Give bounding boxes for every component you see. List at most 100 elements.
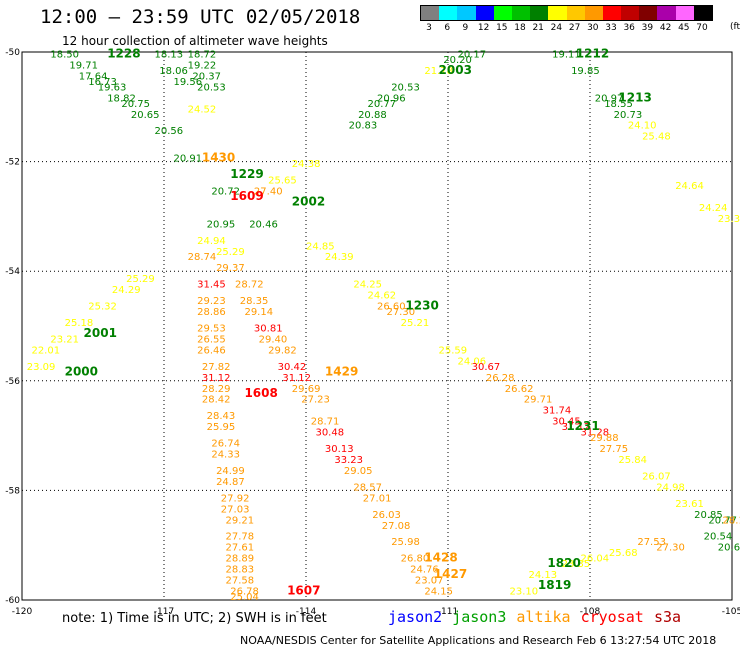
wave-height-reading: 25.29 bbox=[126, 274, 155, 285]
wave-height-reading: 20.65 bbox=[131, 110, 160, 121]
wave-height-reading: 24.06 bbox=[457, 356, 486, 367]
legend-value: 15 bbox=[496, 23, 508, 33]
wave-height-reading: 28.35 bbox=[240, 296, 269, 307]
legend-swatch bbox=[693, 6, 712, 20]
legend-swatch bbox=[566, 6, 585, 20]
wave-height-reading: 25.84 bbox=[618, 455, 647, 466]
wave-height-reading: 24.76 bbox=[410, 565, 439, 576]
legend-value: 30 bbox=[587, 23, 599, 33]
wave-height-reading: 18.50 bbox=[50, 49, 79, 60]
wave-height-reading: 27.61 bbox=[226, 543, 255, 554]
legend-swatch bbox=[584, 6, 603, 20]
wave-height-reading: 18.55 bbox=[604, 99, 633, 110]
wave-height-reading: 29.14 bbox=[244, 307, 273, 318]
wave-height-reading: 26.62 bbox=[505, 384, 534, 395]
wave-height-reading: 24.38 bbox=[292, 159, 321, 170]
legend-value: 24 bbox=[550, 23, 563, 33]
wave-height-reading: 18.82 bbox=[107, 93, 136, 104]
wave-height-reading: 25.98 bbox=[391, 537, 420, 548]
wave-height-reading: 26.46 bbox=[197, 345, 226, 356]
wave-height-reading: 20.73 bbox=[614, 110, 643, 121]
wave-height-reading: 26.60 bbox=[377, 302, 406, 313]
wave-height-reading: 20.46 bbox=[249, 219, 278, 230]
wave-height-reading: 29.53 bbox=[197, 323, 226, 334]
wave-height-reading: 23.09 bbox=[27, 362, 56, 373]
wave-height-reading: 26.55 bbox=[197, 334, 226, 345]
wave-height-reading: 25.68 bbox=[609, 548, 638, 559]
pass-time-label: 1228 bbox=[107, 46, 140, 60]
pass-time-label: 1820 bbox=[547, 556, 580, 570]
wave-height-reading: 20.53 bbox=[391, 82, 420, 93]
wave-height-reading: 27.75 bbox=[599, 444, 628, 455]
pass-time-label: 2001 bbox=[84, 326, 117, 340]
legend-swatch bbox=[457, 6, 476, 20]
wave-height-reading: 31.12 bbox=[282, 373, 311, 384]
footnote: note: 1) Time is in UTC; 2) SWH is in fe… bbox=[62, 611, 327, 626]
wave-height-reading: 23.07 bbox=[415, 576, 444, 587]
pass-time-label: 1213 bbox=[618, 90, 651, 104]
wave-height-reading: 31.45 bbox=[197, 280, 226, 291]
wave-height-reading: 24.25 bbox=[353, 280, 382, 291]
pass-time-label: 1229 bbox=[230, 167, 263, 181]
wave-height-reading: 16.73 bbox=[88, 77, 117, 88]
wave-height-reading: 25.18 bbox=[65, 318, 94, 329]
legend-swatch bbox=[493, 6, 512, 20]
satellite-name: jason3 bbox=[452, 608, 507, 626]
wave-height-reading: 20.77 bbox=[708, 515, 737, 526]
wave-height-reading: 30.81 bbox=[254, 323, 283, 334]
wave-height-reading: 24.98 bbox=[656, 482, 685, 493]
wave-height-reading: 25.04 bbox=[230, 592, 259, 603]
wave-height-reading: 18.72 bbox=[188, 49, 217, 60]
wave-height-reading: 27.82 bbox=[202, 362, 231, 373]
wave-height-reading: 30.42 bbox=[278, 362, 307, 373]
wave-height-reading: 24.87 bbox=[216, 477, 245, 488]
wave-height-reading: 28.57 bbox=[353, 482, 382, 493]
pass-time-label: 1607 bbox=[287, 584, 320, 598]
wave-height-reading: 20.20 bbox=[443, 55, 472, 66]
pass-time-label: 1231 bbox=[566, 419, 599, 433]
wave-height-reading: 23.31 bbox=[718, 214, 740, 225]
wave-height-reading: 22.01 bbox=[31, 345, 60, 356]
wave-height-reading: 24.62 bbox=[368, 291, 397, 302]
wave-height-reading: 20.88 bbox=[358, 110, 387, 121]
wave-height-reading: 28.89 bbox=[226, 554, 255, 565]
legend-swatch bbox=[475, 6, 494, 20]
wave-height-reading: 28.86 bbox=[197, 307, 226, 318]
wave-height-reading: 28.18 bbox=[723, 515, 740, 526]
latitude-tick-label: -50 bbox=[5, 48, 20, 58]
longitude-tick-label: -108 bbox=[580, 607, 601, 617]
wave-height-reading: 29.82 bbox=[268, 345, 297, 356]
wave-height-reading: 23.21 bbox=[50, 334, 79, 345]
wave-height-reading: 30.67 bbox=[472, 362, 501, 373]
wave-height-reading: 28.74 bbox=[188, 252, 217, 263]
latitude-tick-label: -58 bbox=[5, 486, 20, 496]
wave-height-reading: 20.77 bbox=[368, 99, 397, 110]
wave-height-reading: 27.53 bbox=[637, 537, 666, 548]
latitude-tick-label: -52 bbox=[5, 158, 20, 168]
wave-height-reading: 28.71 bbox=[311, 417, 340, 428]
wave-height-reading: 29.71 bbox=[524, 395, 553, 406]
wave-height-reading: 26.03 bbox=[372, 510, 401, 521]
wave-height-reading: 27.03 bbox=[221, 504, 250, 515]
pass-time-label: 1212 bbox=[576, 46, 609, 60]
longitude-tick-label: -105 bbox=[722, 607, 740, 617]
wave-height-reading: 27.23 bbox=[301, 395, 330, 406]
wave-height-reading: 20.54 bbox=[704, 532, 733, 543]
wave-height-reading: 20.37 bbox=[192, 71, 221, 82]
wave-height-reading: 18.13 bbox=[155, 49, 184, 60]
wave-height-reading: 25.29 bbox=[216, 247, 245, 258]
credit-line: NOAA/NESDIS Center for Satellite Applica… bbox=[240, 634, 717, 647]
page-subtitle: 12 hour collection of altimeter wave hei… bbox=[62, 34, 328, 48]
wave-height-reading: 29.23 bbox=[197, 296, 226, 307]
wave-height-reading: 31.12 bbox=[562, 422, 591, 433]
legend-value: 21 bbox=[532, 23, 544, 33]
wave-height-reading: 19.63 bbox=[98, 82, 127, 93]
wave-height-reading: 33.23 bbox=[334, 455, 363, 466]
legend-value: 42 bbox=[659, 23, 672, 33]
wave-height-reading: 20.75 bbox=[121, 99, 150, 110]
legend-swatch bbox=[548, 6, 567, 20]
page-title: 12:00 — 23:59 UTC 02/05/2018 bbox=[40, 6, 361, 28]
satellite-name: altika bbox=[516, 608, 571, 626]
